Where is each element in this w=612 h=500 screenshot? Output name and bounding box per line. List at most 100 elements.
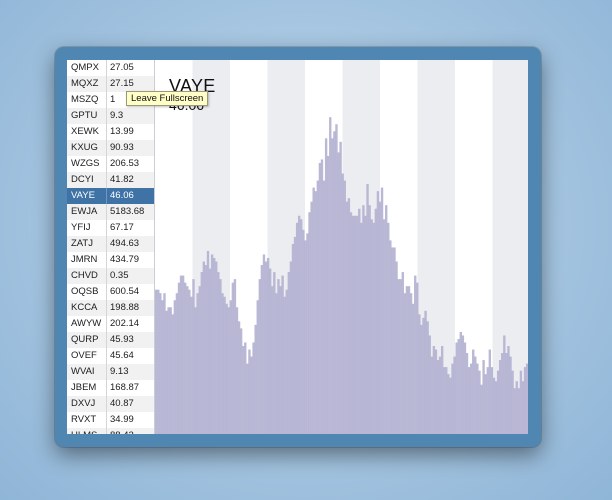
chart-bar <box>335 124 338 434</box>
chart-bar <box>515 381 518 434</box>
chart-bar <box>347 198 351 434</box>
chart-bar <box>362 205 365 434</box>
chart-bar <box>217 272 220 434</box>
chart-bar <box>337 152 340 434</box>
chart-bar <box>472 349 475 434</box>
chart-bar <box>318 162 322 434</box>
chart-bar <box>312 187 315 434</box>
chart-bar <box>424 310 427 434</box>
ticker-symbol: MSZQ <box>71 94 99 105</box>
ticker-list[interactable]: QMPX 27.05 MQXZ 27.15 MSZQ 1 GPTU 9.3 XEWK 13.99 K… <box>67 60 155 434</box>
chart-bar <box>372 222 375 434</box>
ticker-row[interactable]: DXVJ 40.87 <box>67 396 154 412</box>
ticker-symbol: ULMS <box>71 428 104 434</box>
column-divider <box>106 332 107 348</box>
chart-bar <box>480 384 483 434</box>
chart-bar <box>181 275 185 434</box>
chart-bar <box>476 363 479 434</box>
ticker-price: 27.05 <box>110 62 134 73</box>
ticker-row[interactable]: EWJA 5183.68 <box>67 204 154 220</box>
chart-bar <box>192 279 195 434</box>
chart-bar <box>498 360 502 434</box>
ticker-row[interactable]: WZGS 206.53 <box>67 156 154 172</box>
chart-bar <box>428 335 431 434</box>
chart-bar <box>302 229 305 434</box>
chart-bar <box>407 286 411 434</box>
column-divider <box>106 76 107 92</box>
ticker-row[interactable]: JBEM 168.87 <box>67 380 154 396</box>
ticker-symbol: DXVJ <box>71 398 96 409</box>
ticker-symbol: WZGS <box>71 158 100 169</box>
chart-bar <box>494 381 498 434</box>
ticker-row[interactable]: DCYI 41.82 <box>67 172 154 188</box>
chart-bar <box>432 346 436 434</box>
chart-bar <box>215 261 218 434</box>
ticker-row[interactable]: AWYW 202.14 <box>67 316 154 332</box>
chart-bar <box>273 272 276 434</box>
ticker-row[interactable]: MSZQ 1 <box>67 92 154 108</box>
chart-bar <box>333 131 336 434</box>
column-divider <box>106 156 107 172</box>
ticker-row[interactable]: ULMS 88.42 <box>67 428 154 434</box>
ticker-row[interactable]: WVAI 9.13 <box>67 364 154 380</box>
chart-bar <box>401 272 404 434</box>
ticker-row[interactable]: KCCA 198.88 <box>67 300 154 316</box>
chart-bar <box>511 370 514 434</box>
ticker-row[interactable]: QURP 45.93 <box>67 332 154 348</box>
chart-bar <box>275 293 278 434</box>
ticker-price: 198.88 <box>110 302 140 313</box>
ticker-row[interactable]: OQSB 600.54 <box>67 284 154 300</box>
ticker-row[interactable]: RVXT 34.99 <box>67 412 154 428</box>
ticker-row[interactable]: KXUG 90.93 <box>67 140 154 156</box>
ticker-row[interactable]: XEWK 13.99 <box>67 124 154 140</box>
chart-bar <box>268 268 272 434</box>
ticker-row[interactable]: ZATJ 494.63 <box>67 236 154 252</box>
chart-bar <box>443 367 446 434</box>
chart-bar <box>474 356 477 434</box>
column-divider <box>106 268 107 284</box>
chart-bar <box>157 289 160 434</box>
chart-bar <box>175 293 179 434</box>
chart-bar <box>521 381 525 434</box>
chart-bar <box>188 289 191 434</box>
chart-bar <box>235 307 239 434</box>
ticker-symbol: WVAI <box>71 366 95 377</box>
ticker-row[interactable]: GPTU 9.3 <box>67 108 154 124</box>
chart-bar <box>461 335 465 434</box>
column-divider <box>106 300 107 316</box>
price-chart-svg <box>155 60 528 434</box>
chart-bar <box>387 222 390 434</box>
chart-bar <box>382 219 386 434</box>
chart-bar <box>287 272 290 434</box>
chart-bar <box>418 314 421 434</box>
ticker-row[interactable]: JMRN 434.79 <box>67 252 154 268</box>
ticker-row[interactable]: CHVD 0.35 <box>67 268 154 284</box>
ticker-symbol: VAYE <box>71 190 95 201</box>
chart-bar <box>467 367 471 434</box>
chart-bar <box>374 208 378 434</box>
chart-bar <box>399 279 402 434</box>
chart-bar <box>517 388 521 434</box>
chart-bar <box>453 356 456 434</box>
chart-bar <box>368 205 371 434</box>
ticker-row[interactable]: QMPX 27.05 <box>67 60 154 76</box>
price-chart <box>155 60 528 434</box>
chart-bar <box>308 212 311 434</box>
ticker-symbol: CHVD <box>71 270 98 281</box>
ticker-row[interactable]: YFIJ 67.17 <box>67 220 154 236</box>
chart-bar <box>297 215 301 434</box>
ticker-price: 45.93 <box>110 334 134 345</box>
ticker-row[interactable]: MQXZ 27.15 <box>67 76 154 92</box>
chart-bar <box>285 289 288 434</box>
chart-bar <box>507 346 510 434</box>
chart-bar <box>173 300 177 434</box>
ticker-row[interactable]: OVEF 45.64 <box>67 348 154 364</box>
chart-bar <box>165 310 168 434</box>
chart-bar <box>331 138 334 434</box>
chart-bar <box>513 388 516 434</box>
ticker-price: 5183.68 <box>110 206 145 217</box>
column-divider <box>106 428 107 434</box>
chart-bar <box>196 293 199 434</box>
ticker-symbol: GPTU <box>71 110 98 121</box>
ticker-row[interactable]: VAYE 46.06 <box>67 188 154 204</box>
